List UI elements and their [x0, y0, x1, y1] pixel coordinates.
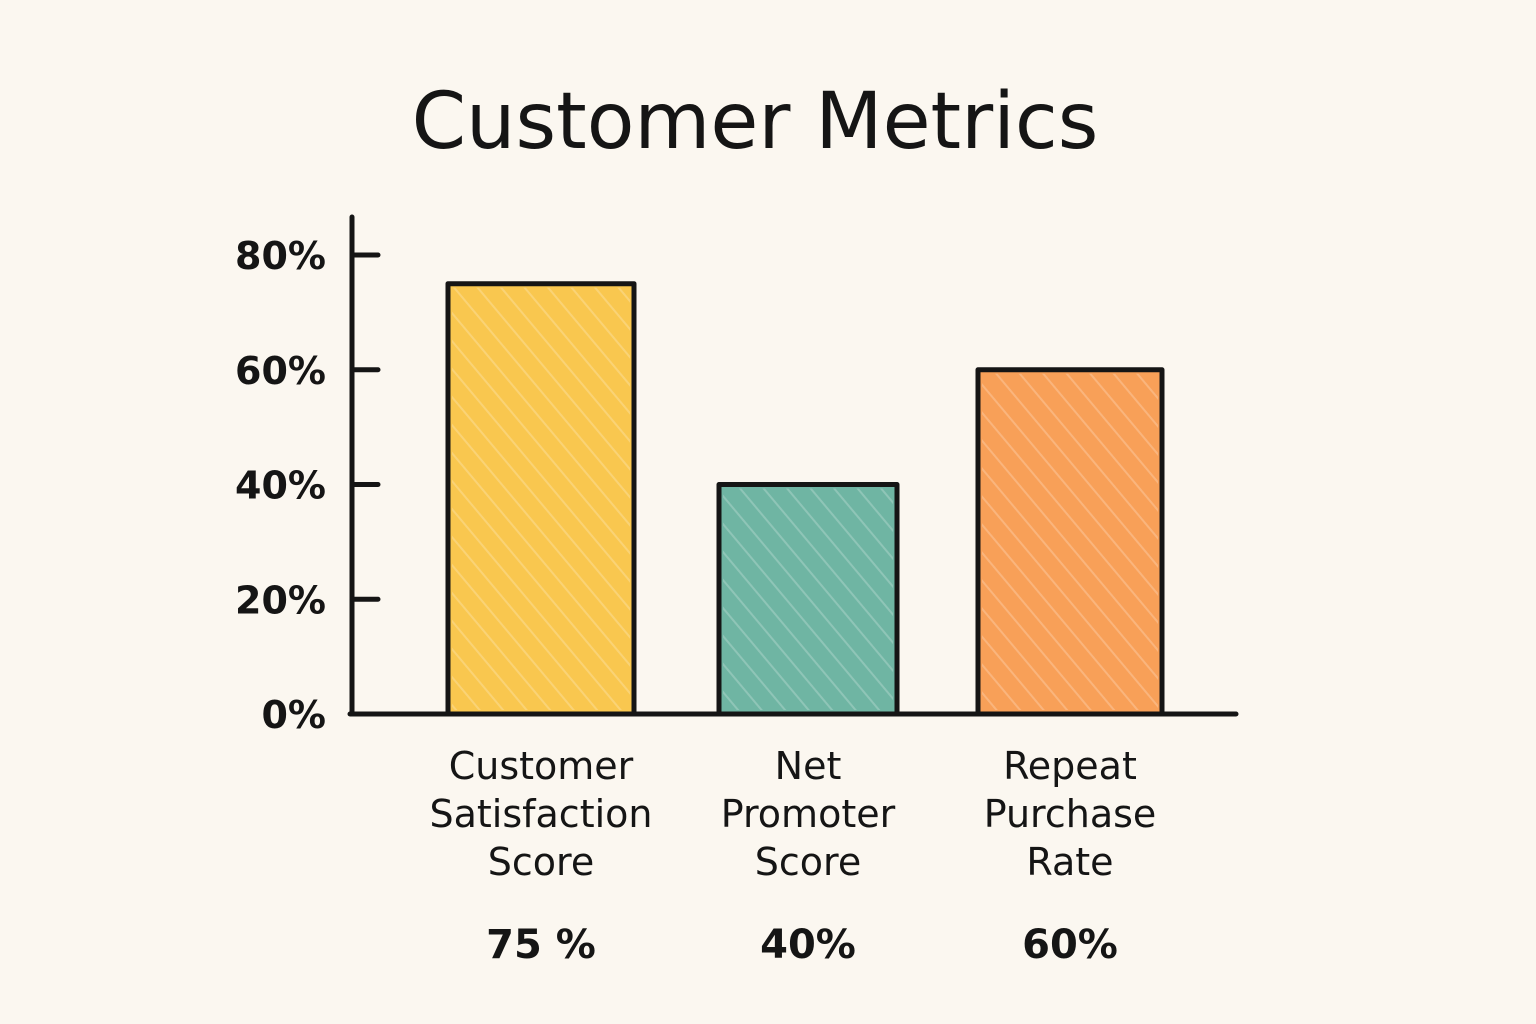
y-tick-label-40: 40%	[235, 464, 326, 508]
y-tick-label-80: 80%	[235, 234, 326, 278]
x-label-net-promoter-score-line-1: Net	[775, 744, 842, 788]
y-ticks: 0% 20% 40% 60% 80%	[235, 234, 381, 737]
x-label-net-promoter-score-line-3: Score	[755, 840, 861, 884]
chart-title: Customer Metrics	[412, 77, 1099, 167]
x-label-repeat-purchase-rate-line-3: Rate	[1026, 840, 1113, 884]
y-tick-label-20: 20%	[235, 578, 326, 622]
value-label-net-promoter-score: 40%	[760, 922, 856, 968]
value-labels: 75 % 40% 60%	[486, 922, 1118, 968]
bar-texture-customer-satisfaction-score	[452, 287, 630, 710]
value-label-repeat-purchase-rate: 60%	[1022, 922, 1118, 968]
x-label-net-promoter-score-line-2: Promoter	[721, 792, 896, 836]
x-label-customer-satisfaction-score-line-1: Customer	[449, 744, 634, 788]
category-labels: CustomerSatisfactionScoreNetPromoterScor…	[429, 744, 1156, 884]
y-tick-label-0: 0%	[261, 693, 326, 737]
x-label-repeat-purchase-rate-line-2: Purchase	[984, 792, 1157, 836]
x-label-customer-satisfaction-score-line-2: Satisfaction	[429, 792, 652, 836]
value-label-customer-satisfaction-score: 75 %	[486, 922, 596, 968]
bar-texture-net-promoter-score	[723, 488, 893, 710]
bars	[445, 281, 1165, 717]
bar-texture-repeat-purchase-rate	[982, 373, 1158, 710]
x-label-repeat-purchase-rate-line-1: Repeat	[1003, 744, 1137, 788]
y-tick-label-60: 60%	[235, 349, 326, 393]
x-label-customer-satisfaction-score-line-3: Score	[488, 840, 594, 884]
